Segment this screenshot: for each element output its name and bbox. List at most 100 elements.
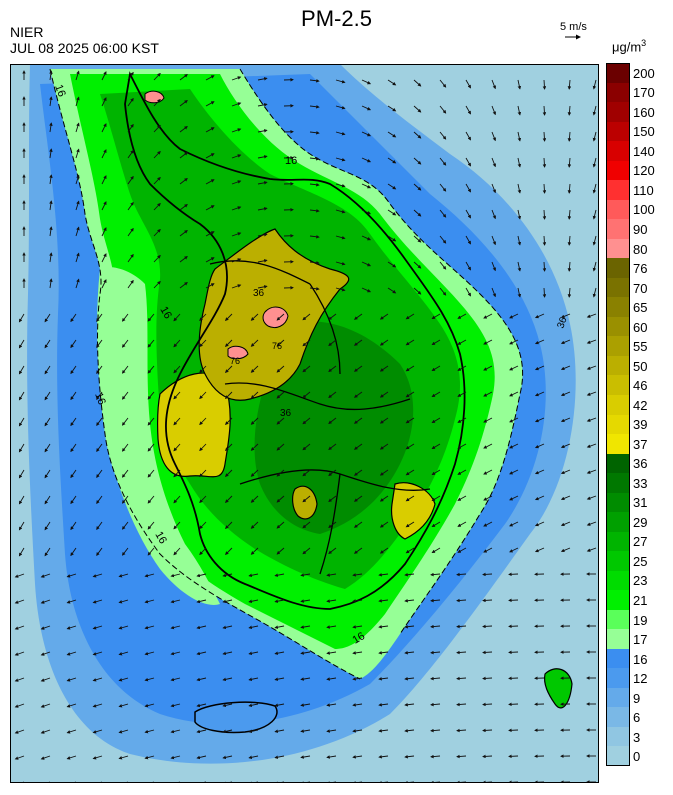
wind-arrow-icon [276, 365, 285, 373]
contour-label: 16 [52, 83, 67, 99]
wind-arrow-icon [567, 183, 572, 194]
wind-arrow-icon [300, 677, 311, 681]
legend-swatch [606, 63, 630, 84]
wind-arrow-icon [309, 208, 320, 213]
wind-arrow-icon [205, 101, 215, 107]
wind-arrow-icon [70, 417, 77, 427]
wind-arrow-icon [509, 339, 519, 345]
wind-arrow-icon [534, 339, 545, 345]
legend-swatch [606, 199, 630, 220]
wind-arrow-icon [231, 206, 242, 211]
wind-arrow-icon [70, 313, 77, 323]
wind-arrow-icon [121, 521, 129, 530]
legend-swatch [606, 141, 630, 162]
wind-arrow-icon [335, 287, 346, 292]
wind-arrow-icon [586, 469, 597, 474]
wind-arrow-icon [49, 70, 53, 81]
wind-arrow-icon [592, 235, 597, 246]
wind-arrow-icon [387, 79, 397, 86]
legend-label: 50 [633, 358, 648, 374]
wind-arrow-icon [196, 703, 207, 708]
wind-arrow-icon [75, 122, 80, 133]
zone-37-se [390, 482, 436, 540]
wind-arrow-icon [66, 703, 77, 708]
wind-arrow-icon [405, 365, 415, 372]
unit-base: μg/m [612, 39, 642, 55]
legend-label: 33 [633, 475, 648, 491]
wind-arrow-icon [121, 339, 129, 348]
wind-arrow-icon [517, 105, 522, 116]
wind-arrow-icon [179, 281, 188, 289]
wind-arrow-icon [96, 469, 103, 479]
wind-arrow-icon [179, 125, 188, 133]
wind-arrow-icon [483, 443, 493, 449]
legend-label: 170 [633, 85, 655, 101]
wind-arrow-icon [328, 391, 337, 399]
wind-arrow-icon [328, 469, 337, 477]
wind-arrow-icon [199, 469, 207, 478]
wind-arrow-icon [431, 339, 441, 346]
wind-arrow-icon [75, 96, 80, 107]
contour-label: 16 [351, 630, 368, 647]
wind-arrow-icon [44, 417, 51, 427]
wind-arrow-icon [509, 495, 519, 501]
wind-arrow-icon [70, 391, 77, 401]
wind-arrow-icon [257, 155, 268, 159]
wind-arrow-icon [567, 287, 572, 298]
legend-label: 29 [633, 514, 648, 530]
contour-label: 16 [92, 391, 107, 407]
wind-arrow-icon [101, 279, 107, 289]
wind-arrow-icon [92, 651, 103, 656]
wind-arrow-icon [302, 313, 311, 321]
wind-arrow-icon [144, 755, 155, 760]
wind-arrow-icon [147, 547, 155, 556]
wind-arrow-icon [387, 157, 397, 164]
wind-arrow-icon [457, 547, 467, 553]
wind-arrow-icon [413, 131, 422, 139]
wind-arrow-icon [335, 157, 346, 162]
wind-arrow-icon [153, 228, 161, 237]
wind-arrow-icon [482, 572, 493, 577]
wind-arrow-icon [170, 651, 181, 656]
wind-arrow-icon [224, 469, 233, 478]
wind-arrow-icon [491, 157, 496, 168]
wind-arrow-icon [274, 573, 285, 577]
wind-arrow-icon [309, 156, 320, 161]
wind-arrow-icon [199, 495, 207, 504]
wind-arrow-icon [173, 495, 181, 504]
wind-arrow-icon [482, 598, 493, 603]
wind-arrow-icon [257, 129, 268, 133]
wind-arrow-icon [205, 153, 215, 159]
wind-arrow-icon [101, 201, 107, 211]
wind-arrow-icon [250, 365, 259, 373]
wind-arrow-icon [457, 469, 467, 475]
wind-arrow-icon [405, 469, 415, 476]
wind-arrow-icon [534, 495, 545, 501]
contour-16 [49, 68, 361, 680]
wind-arrow-icon [387, 209, 397, 216]
wind-arrow-icon [222, 573, 233, 578]
wind-arrow-icon [18, 313, 25, 323]
wind-arrow-icon [328, 339, 337, 347]
legend-swatch [606, 180, 630, 201]
wind-arrow-icon [222, 729, 233, 734]
wind-arrow-icon [361, 183, 372, 189]
wind-arrow-icon [144, 703, 155, 708]
wind-arrow-icon [483, 469, 493, 475]
wind-arrow-icon [430, 650, 441, 655]
wind-arrow-icon [121, 391, 129, 400]
wind-arrow-icon [405, 547, 415, 554]
header-info: NIER JUL 08 2025 06:00 KST [10, 24, 159, 56]
legend-swatch [606, 102, 630, 123]
wind-arrow-icon [457, 443, 467, 449]
legend-label: 65 [633, 300, 648, 316]
wind-arrow-icon [491, 131, 496, 142]
wind-arrow-icon [586, 417, 597, 422]
wind-arrow-icon [482, 754, 493, 759]
chart-title: PM-2.5 [301, 6, 372, 31]
wind-arrow-icon [534, 365, 545, 371]
wind-arrow-icon [276, 547, 285, 555]
wind-arrow-icon [196, 755, 207, 760]
wind-arrow-icon [173, 417, 181, 426]
wind-arrow-icon [101, 253, 107, 263]
